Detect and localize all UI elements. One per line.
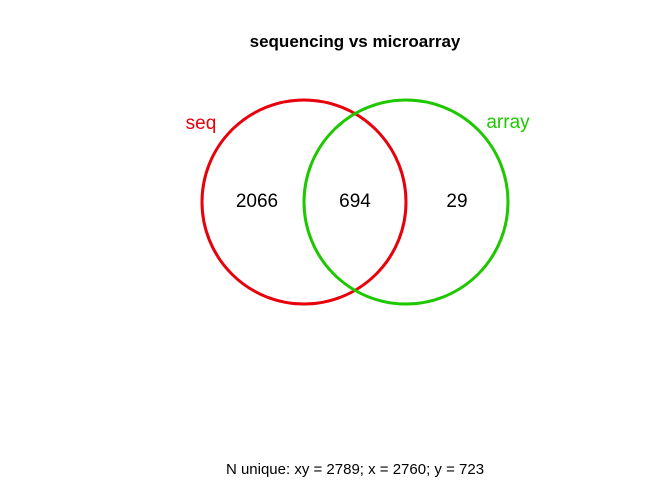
seq-only-count: 2066 [236, 191, 278, 212]
seq-set-circle [200, 98, 408, 306]
array-only-count: 29 [446, 191, 467, 212]
intersection-count: 694 [339, 191, 371, 212]
unique-counts-footer: N unique: xy = 2789; x = 2760; y = 723 [226, 461, 484, 478]
diagram-title: sequencing vs microarray [250, 32, 461, 51]
array-set-circle [302, 98, 510, 306]
seq-set-label: seq [186, 113, 217, 134]
array-set-label: array [486, 112, 530, 133]
